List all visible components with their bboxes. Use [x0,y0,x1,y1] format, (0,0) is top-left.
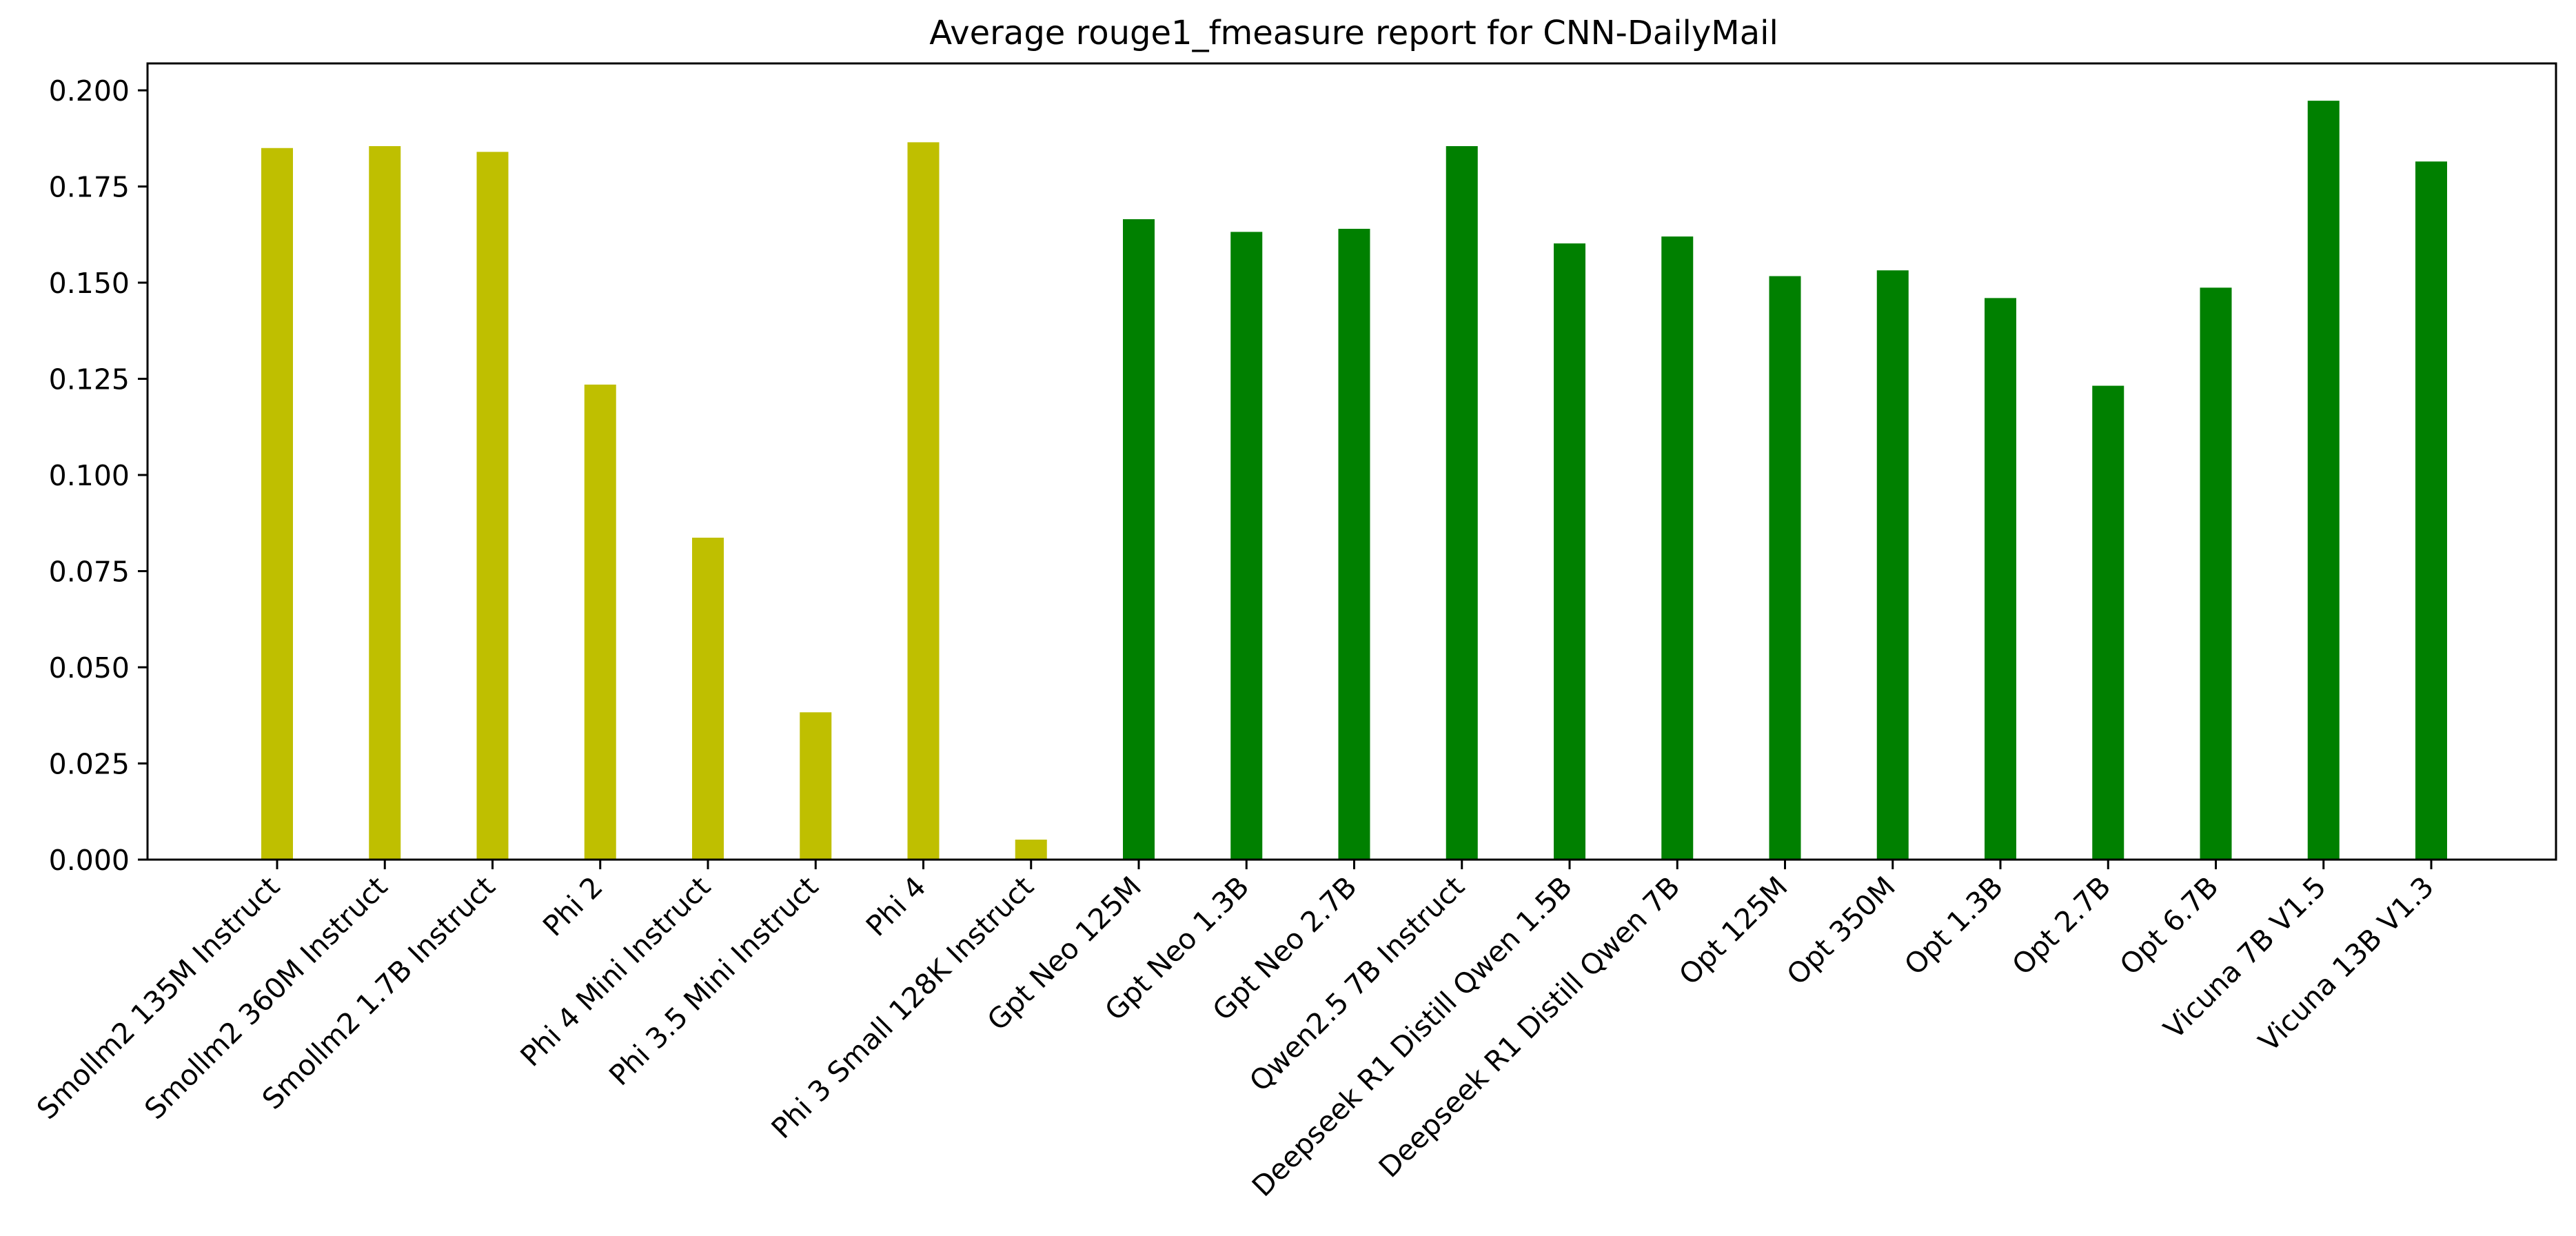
y-tick-label: 0.050 [49,651,130,685]
bar [584,384,616,860]
y-tick-label: 0.025 [49,748,130,781]
bar [907,142,940,860]
bar [2092,385,2124,860]
bar [1230,232,1263,860]
x-tick-label: Phi 4 Mini Instruct [514,870,717,1073]
bar [2200,287,2232,860]
y-tick-label: 0.100 [49,459,130,492]
bar [800,712,832,860]
chart-title: Average rouge1_fmeasure report for CNN-D… [929,14,1778,52]
bars [261,101,2447,860]
y-axis: 0.000 0.025 0.050 0.075 0.100 0.125 0.150 0.175… [49,74,148,877]
bar [1554,243,1585,860]
bar [1338,228,1370,860]
bar [369,145,401,860]
x-tick-label: Opt 2.7B [2006,870,2118,982]
bar [476,152,509,860]
bar [1985,298,2016,860]
y-tick-label: 0.200 [49,74,130,108]
x-tick-label: Phi 3.5 Mini Instruct [602,870,824,1092]
y-tick-label: 0.075 [49,556,130,589]
bar [1876,270,1909,860]
y-tick-label: 0.175 [49,171,130,204]
x-tick-label: Phi 2 [536,870,609,943]
x-tick-label: Qwen2.5 7B Instruct [1243,870,1471,1098]
plot-frame [146,62,2557,861]
bar [2307,101,2340,860]
bar [1769,276,1801,860]
y-tick-label: 0.150 [49,267,130,300]
y-tick-label: 0.000 [49,844,130,877]
y-tick-label: 0.125 [49,363,130,396]
bar [1123,219,1155,860]
bar [261,148,293,860]
bar [2415,161,2447,860]
bar [692,537,724,860]
x-tick-label: Opt 6.7B [2113,870,2225,982]
x-tick-label: Opt 1.3B [1898,870,2009,982]
bar [1446,145,1478,860]
x-tick-label: Phi 4 [860,870,933,943]
x-tick-label: Opt 350M [1781,870,1902,991]
x-tick-label: Opt 125M [1672,870,1794,991]
bar [1661,236,1694,860]
bar [1015,839,1047,860]
